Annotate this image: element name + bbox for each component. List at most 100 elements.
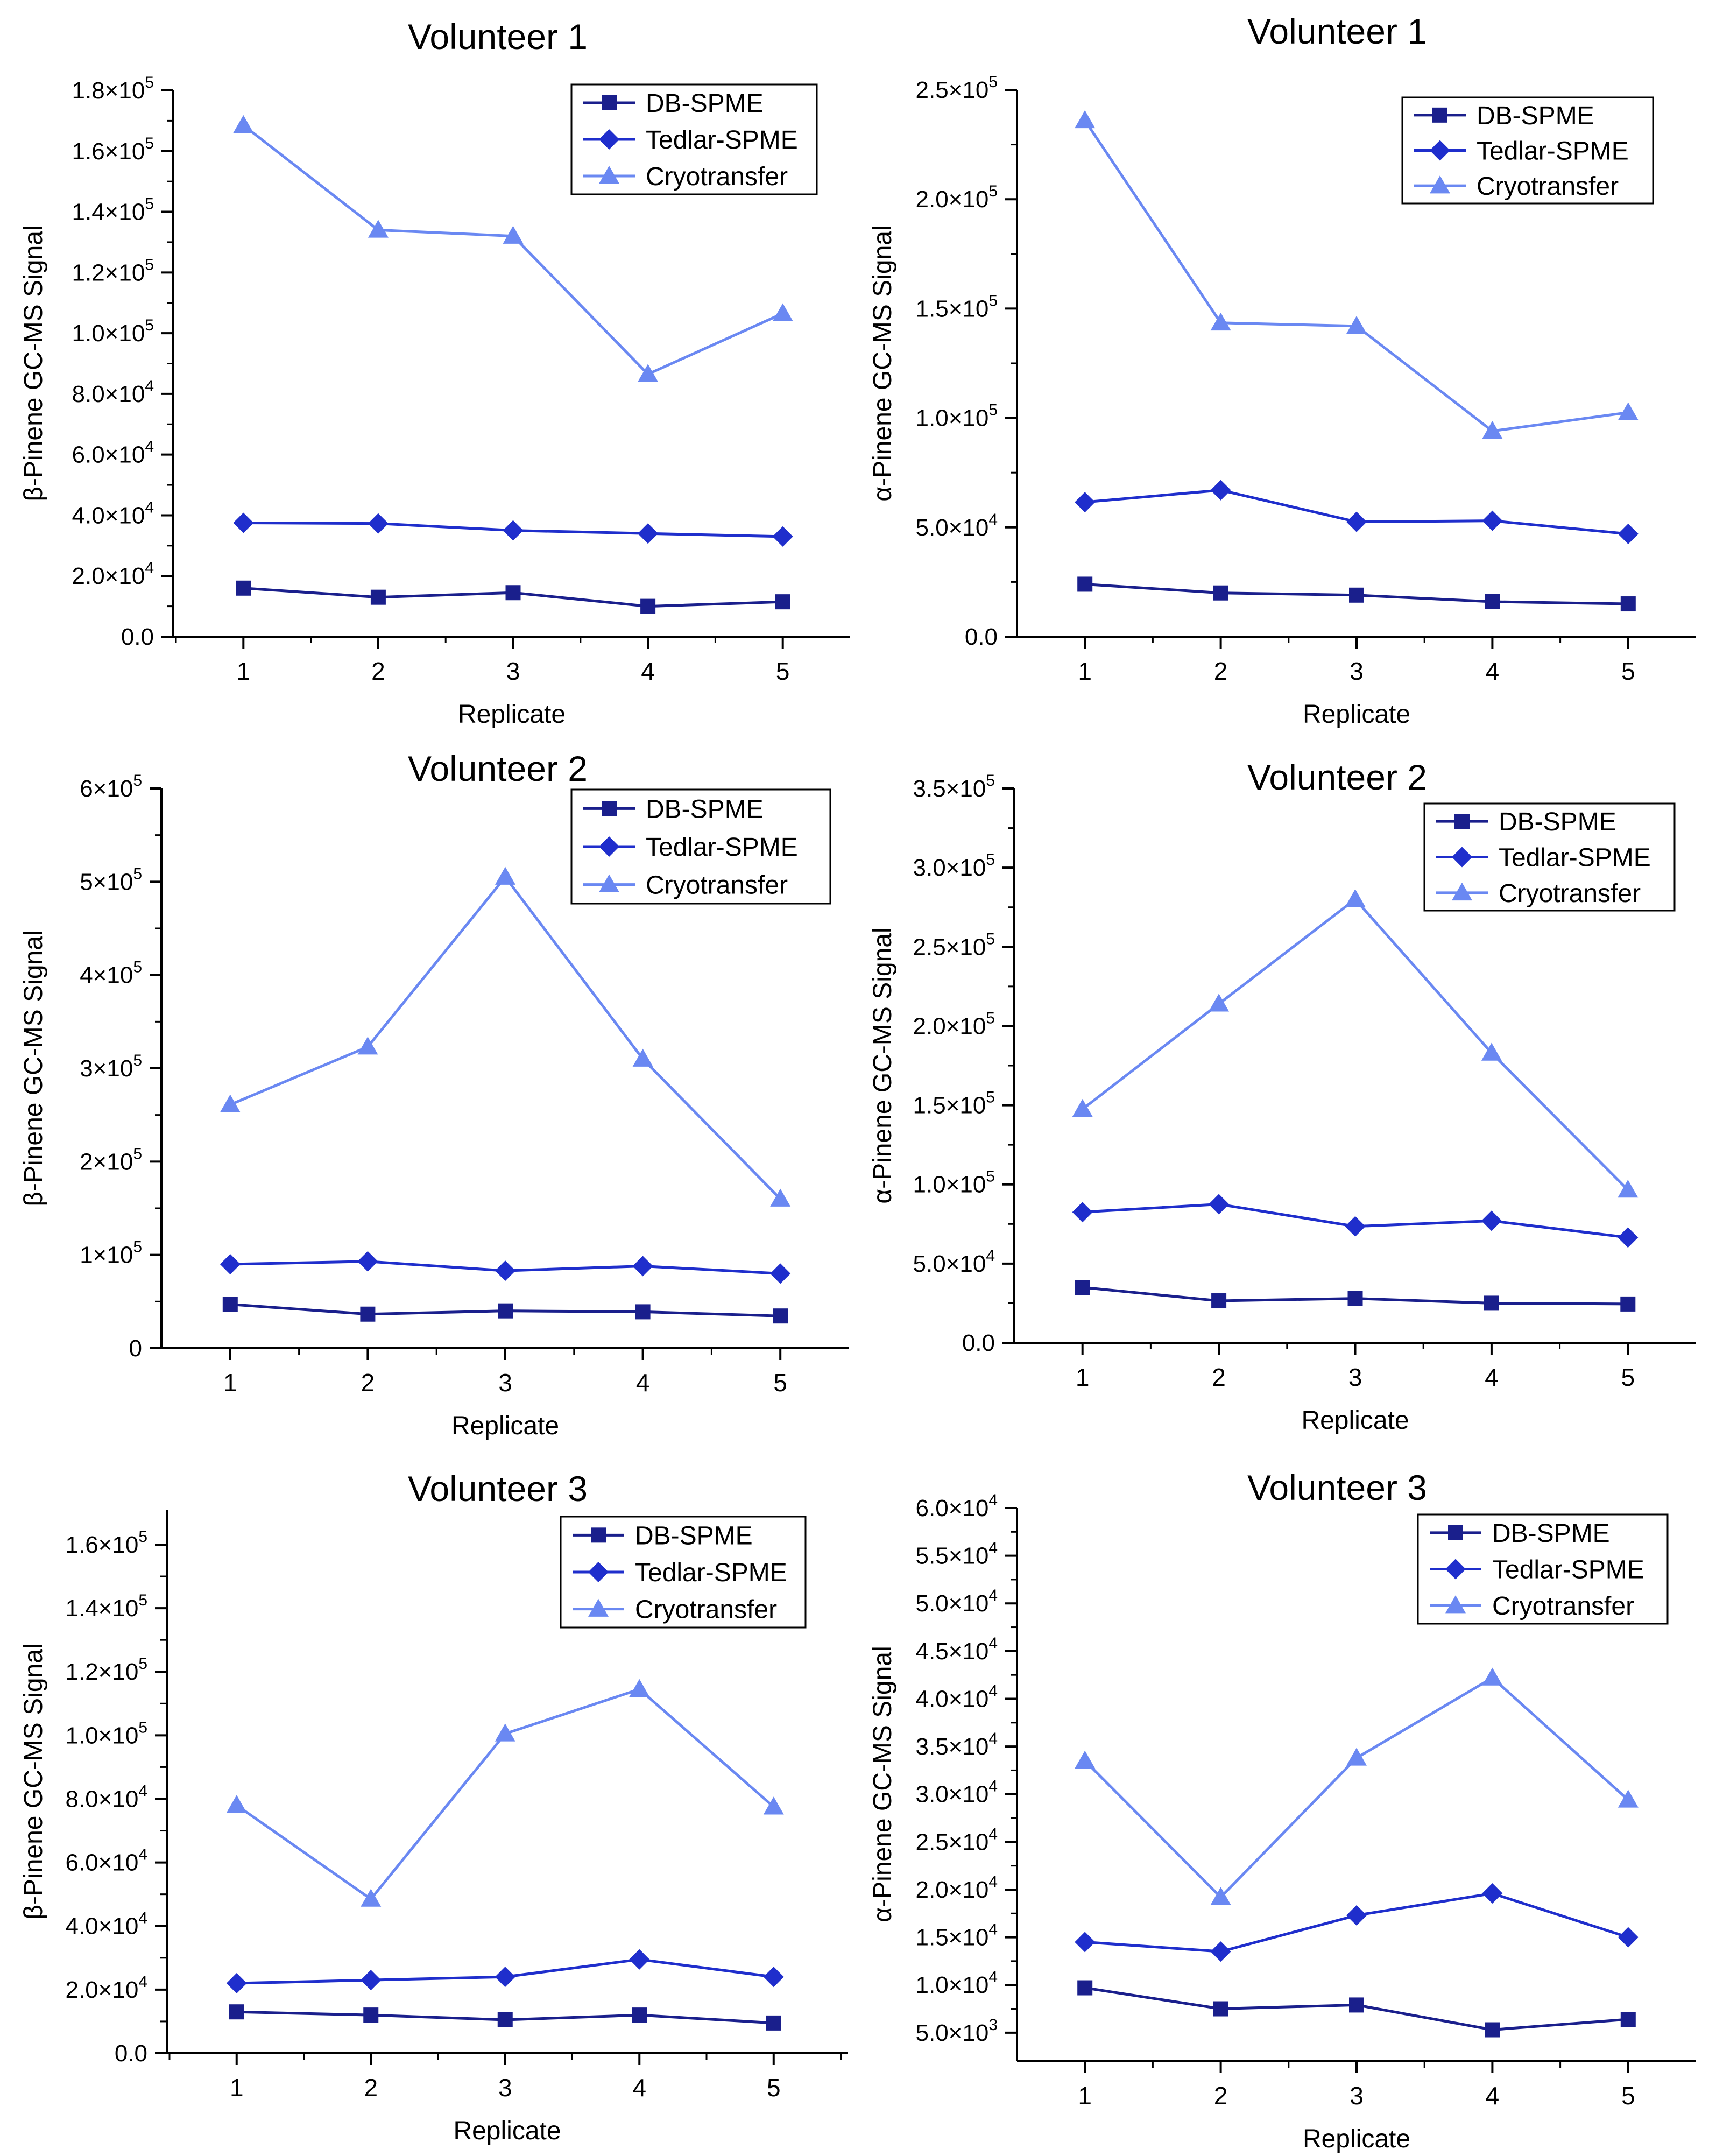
data-point: [495, 866, 515, 885]
data-point: [629, 1949, 650, 1970]
data-point: [632, 2007, 647, 2023]
data-point: [638, 364, 659, 382]
y-tick-label: 1×105: [80, 1238, 142, 1269]
y-tick-label: 3.5×104: [916, 1730, 998, 1760]
legend-marker: [1452, 882, 1472, 901]
series-line-cryotransfer: [1084, 1676, 1629, 1899]
y-tick-label: 1.6×105: [66, 1528, 148, 1558]
data-point: [1482, 420, 1503, 439]
data-point: [357, 1251, 378, 1272]
y-tick-label: 3×105: [80, 1052, 142, 1082]
data-point: [1210, 480, 1231, 501]
data-point: [1481, 1210, 1502, 1231]
legend-label: Cryotransfer: [1492, 1592, 1634, 1620]
data-point: [361, 1889, 382, 1907]
x-tick-label: 5: [773, 1369, 787, 1397]
y-tick-label: 2.0×105: [913, 1009, 995, 1039]
data-point: [770, 1263, 791, 1284]
x-tick-label: 2: [1212, 1363, 1226, 1391]
legend-marker: [1445, 1595, 1466, 1614]
series-line-cryotransfer: [236, 1687, 775, 1901]
data-point: [503, 226, 524, 244]
chart-panel-1: Volunteer 1 0.0 2.0×104 4.0×104 6.0×104 8.0×1…: [19, 17, 850, 729]
y-tick-label: 1.0×104: [916, 1968, 998, 1998]
chart-title: Volunteer 3: [408, 1469, 588, 1509]
legend-marker: [1454, 814, 1470, 829]
data-point: [505, 585, 521, 601]
x-tick-label: 3: [1350, 2082, 1364, 2110]
legend-marker: [591, 1527, 606, 1543]
y-tick-label: 1.0×105: [916, 401, 998, 432]
data-point: [763, 1967, 784, 1988]
x-tick-label: 3: [1350, 657, 1364, 685]
data-point: [1210, 312, 1231, 331]
data-point: [1213, 2001, 1228, 2017]
data-point: [1345, 889, 1366, 907]
legend-label: Tedlar-SPME: [646, 126, 798, 154]
data-point: [1618, 1789, 1639, 1808]
data-point: [1620, 596, 1636, 612]
legend-label: DB-SPME: [635, 1521, 753, 1550]
data-point: [1210, 1941, 1231, 1962]
data-point: [1481, 1042, 1502, 1061]
y-tick-label: 5.0×104: [916, 511, 998, 541]
y-tick-label: 3.0×104: [916, 1778, 998, 1808]
data-point: [1075, 1750, 1096, 1769]
x-tick-label: 4: [636, 1369, 650, 1397]
legend-label: DB-SPME: [1477, 102, 1594, 130]
y-tick-label: 2×105: [80, 1145, 142, 1175]
y-tick-label: 6.0×104: [66, 1846, 148, 1876]
legend-label: Tedlar-SPME: [1499, 844, 1651, 872]
data-point: [368, 220, 389, 238]
x-axis-label: Replicate: [458, 700, 566, 729]
x-tick-label: 2: [364, 2074, 378, 2102]
x-tick-label: 4: [641, 657, 655, 685]
x-tick-label: 1: [1078, 2082, 1092, 2110]
data-point: [368, 513, 389, 534]
x-tick-label: 4: [1486, 2082, 1500, 2110]
legend-label: Tedlar-SPME: [635, 1559, 787, 1587]
y-tick-label: 1.4×105: [66, 1591, 148, 1622]
y-tick-label: 4.0×104: [916, 1682, 998, 1712]
y-tick-label: 6×105: [80, 772, 142, 802]
x-tick-label: 3: [1348, 1363, 1362, 1391]
data-point: [635, 1304, 651, 1320]
data-point: [220, 1254, 241, 1274]
data-point: [503, 520, 524, 541]
data-point: [1077, 576, 1093, 592]
legend-label: Cryotransfer: [1499, 879, 1641, 908]
data-point: [1075, 110, 1096, 129]
y-tick-label: 1.6×105: [72, 135, 154, 165]
data-point: [229, 2004, 244, 2020]
data-point: [1618, 523, 1639, 544]
y-tick-label: 6.0×104: [916, 1491, 998, 1521]
data-point: [1485, 2022, 1500, 2038]
y-tick-label: 2.0×105: [916, 182, 998, 213]
y-tick-label: 5.5×104: [916, 1539, 998, 1569]
data-point: [498, 1303, 513, 1319]
y-tick-label: 0.0: [962, 1330, 995, 1356]
data-point: [766, 2015, 781, 2031]
data-point: [220, 1094, 241, 1112]
x-tick-label: 1: [237, 657, 251, 685]
y-tick-label: 4×105: [80, 959, 142, 989]
data-point: [1345, 1216, 1366, 1237]
y-axis-label: β-Pinene GC-MS Signal: [19, 1643, 48, 1919]
x-tick-label: 5: [1621, 657, 1635, 685]
y-tick-label: 1.0×105: [66, 1718, 148, 1749]
data-point: [363, 2007, 379, 2023]
y-tick-label: 8.0×104: [72, 377, 154, 407]
legend-label: Cryotransfer: [1477, 172, 1619, 201]
data-point: [1072, 1202, 1093, 1223]
data-point: [772, 303, 793, 321]
y-tick-label: 1.0×105: [913, 1168, 995, 1198]
y-tick-label: 5.0×103: [916, 2016, 998, 2046]
x-tick-label: 2: [361, 1369, 375, 1397]
y-tick-label: 1.5×105: [913, 1089, 995, 1119]
data-point: [1346, 1748, 1367, 1766]
chart-panel-6: Volunteer 3 5.0×103 1.0×104 1.5×104 2.0×104 2…: [868, 1468, 1696, 2153]
data-point: [772, 526, 793, 547]
y-axis-label: α-Pinene GC-MS Signal: [868, 1646, 897, 1922]
x-axis-label: Replicate: [453, 2117, 561, 2145]
legend-marker: [602, 95, 617, 110]
